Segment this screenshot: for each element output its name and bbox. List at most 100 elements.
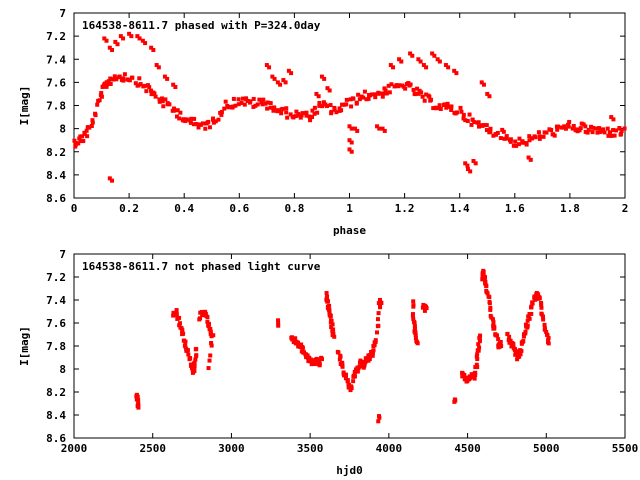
data-point [129,34,134,39]
data-point [189,116,194,121]
data-point [463,118,468,123]
data-point [418,59,423,64]
data-point [293,336,298,341]
data-point [508,139,513,144]
data-point [107,45,112,50]
data-point [108,82,113,87]
data-point [163,97,168,102]
data-point [211,117,216,122]
data-point [192,369,197,374]
data-point [365,358,370,363]
data-point [410,53,415,58]
data-point [208,332,213,337]
chart1-ylabel: I[mag] [18,86,31,126]
data-point [349,140,354,145]
data-point [110,77,115,82]
data-point [233,103,238,108]
data-point [373,338,378,343]
data-point [317,100,322,105]
data-point [411,316,416,321]
x-tick-label: 0.4 [174,202,194,215]
data-point [203,311,208,316]
data-point [149,88,154,93]
data-point [194,346,199,351]
data-point [154,63,159,68]
data-point [296,340,301,345]
data-point [481,123,486,128]
data-point [374,330,379,335]
data-point [443,63,448,68]
data-point [597,130,602,135]
data-point [339,108,344,113]
x-tick-label: 3500 [297,442,324,455]
data-point [520,140,525,145]
x-tick-label: 2000 [61,442,88,455]
data-point [481,82,486,87]
data-point [487,94,492,99]
data-point [115,42,120,47]
data-point [347,124,352,129]
data-point [312,111,317,116]
data-point [104,80,109,85]
data-point [597,126,602,131]
data-point [293,114,298,119]
data-point [435,105,440,110]
data-point [206,321,211,326]
data-point [144,89,149,94]
data-point [133,81,138,86]
data-point [340,364,345,369]
data-point [488,126,493,131]
data-point [376,90,381,95]
data-point [619,131,624,136]
data-point [192,116,197,121]
data-point [325,299,330,304]
y-tick-label: 8 [59,123,66,136]
data-point [349,385,354,390]
data-point [135,34,140,39]
data-point [196,125,201,130]
data-point [207,125,212,130]
data-point [601,127,606,132]
data-point [537,134,542,139]
data-point [475,352,480,357]
data-point [206,366,211,371]
data-point [420,305,425,310]
data-point [267,65,272,70]
data-point [591,125,596,130]
data-point [367,93,372,98]
data-point [475,365,480,370]
data-point [477,345,482,350]
data-point [177,321,182,326]
data-point [495,130,500,135]
data-point [474,362,479,367]
unphased-light-curve-chart: 164538-8611.7 not phased light curve hjd… [18,248,638,477]
data-point [556,124,561,129]
data-point [608,130,613,135]
data-point [291,115,296,120]
x-tick-label: 4500 [454,442,481,455]
data-point [533,135,538,140]
data-point [356,92,361,97]
chart2-ylabel: I[mag] [18,326,31,366]
data-point [427,94,432,99]
data-point [542,327,547,332]
data-point [403,86,408,91]
data-point [172,108,177,113]
data-point [327,88,332,93]
data-point [344,97,349,102]
data-point [481,270,486,275]
data-point [411,304,416,309]
data-point [240,96,245,101]
data-point [419,90,424,95]
data-point [389,82,394,87]
data-point [449,104,454,109]
data-point [157,97,162,102]
x-tick-label: 1.4 [450,202,470,215]
data-point [541,317,546,322]
y-tick-label: 7.2 [46,30,66,43]
phased-light-curve-chart: 164538-8611.7 phased with P=324.0day pha… [18,7,628,237]
data-point [511,344,516,349]
data-point [172,106,177,111]
data-point [209,343,214,348]
data-point [73,142,78,147]
